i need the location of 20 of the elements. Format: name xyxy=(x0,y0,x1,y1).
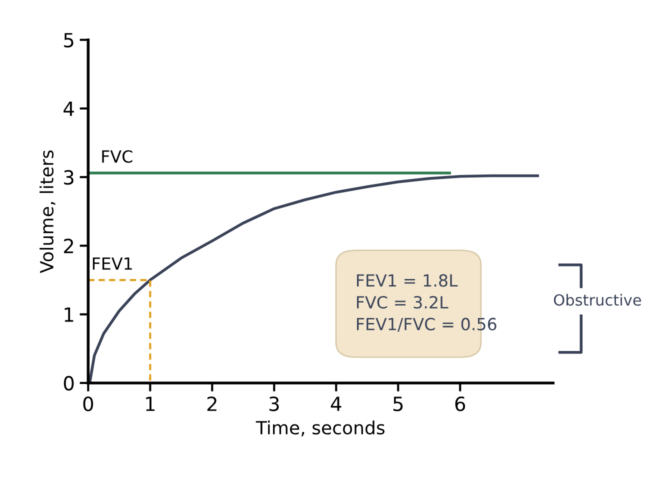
y-axis-title: Volume, liters xyxy=(40,150,56,274)
x-tick-label: 0 xyxy=(83,396,94,412)
text: Obstructive xyxy=(554,294,642,306)
y-tick-label: 2 xyxy=(64,238,74,254)
annotation: FVC xyxy=(102,150,132,163)
x-tick-label: 4 xyxy=(330,396,342,411)
x-tick-label: 3 xyxy=(269,396,279,412)
x-tick-label: 2 xyxy=(207,396,216,411)
y-tick-label: 1 xyxy=(64,308,74,322)
y-tick-label: 3 xyxy=(64,170,74,185)
y-tick-label: 4 xyxy=(64,102,74,116)
annotation: FEV1 xyxy=(92,257,132,270)
y-tick-label: 5 xyxy=(64,33,74,48)
y-tick-label: 0 xyxy=(64,376,74,391)
annotation: FEV1 = 1.8L FVC = 3.2L FEV1/FVC = 0.56 xyxy=(357,274,496,332)
line-series xyxy=(88,174,539,382)
x-axis-title: Time, seconds xyxy=(256,420,384,436)
x-tick-label: 1 xyxy=(146,396,155,411)
x-tick-label: 5 xyxy=(393,396,403,412)
x-tick-label: 6 xyxy=(455,396,466,412)
